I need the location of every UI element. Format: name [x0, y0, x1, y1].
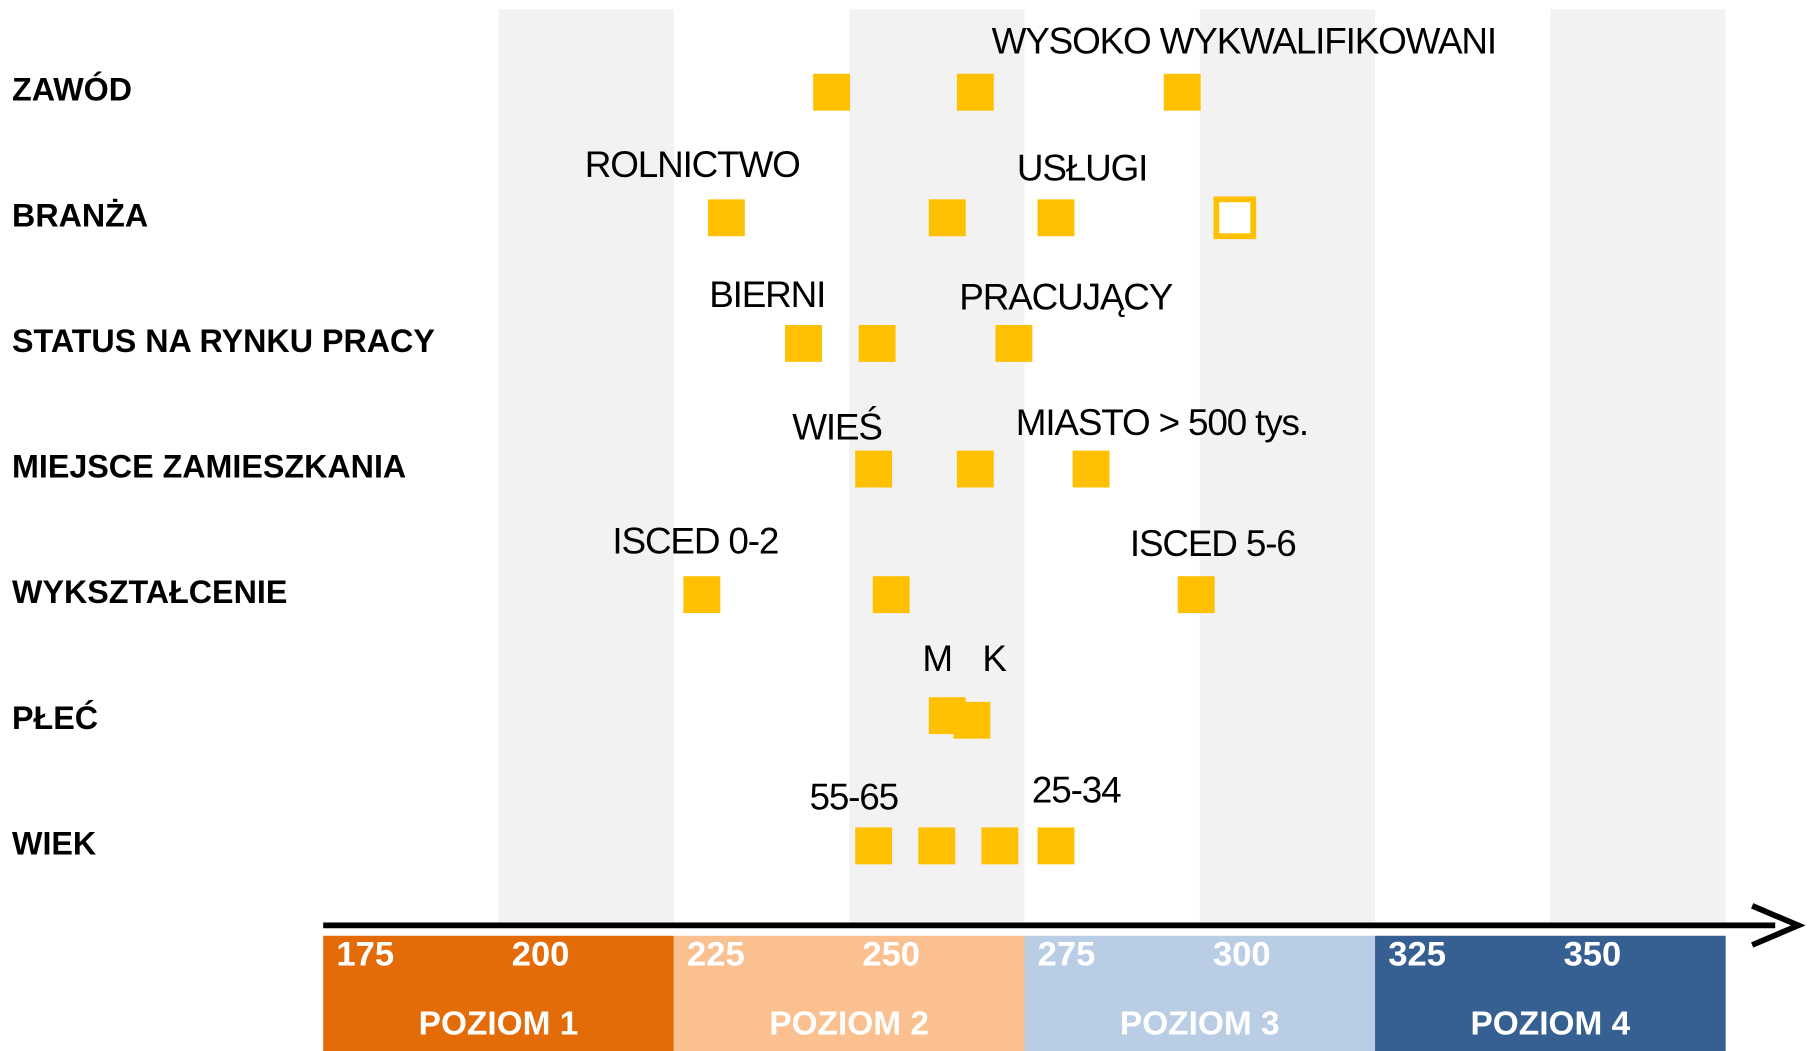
bands: [498, 9, 1726, 926]
annotation: USŁUGI: [1017, 147, 1147, 188]
band: [1550, 9, 1726, 926]
x-tick-label: 250: [862, 936, 920, 974]
x-tick-label: 300: [1213, 936, 1271, 974]
annotation: K: [982, 638, 1007, 679]
marker: [981, 827, 1019, 865]
band: [498, 9, 674, 926]
annotation: ISCED 0-2: [612, 521, 778, 562]
x-tick-label: 175: [336, 936, 394, 974]
row-label: WIEK: [12, 825, 96, 861]
level-bar: [1375, 935, 1726, 1051]
annotation: ROLNICTWO: [585, 144, 800, 185]
marker: [995, 324, 1033, 362]
x-tick-label: 275: [1038, 936, 1096, 974]
marks: [683, 73, 1257, 865]
row-label: BRANŻA: [12, 197, 148, 233]
level-bar: [1024, 935, 1376, 1051]
marker: [956, 73, 994, 111]
annotation: MIASTO > 500 tys.: [1016, 402, 1308, 443]
level-label: POZIOM 3: [1120, 1005, 1280, 1042]
annotation: WIEŚ: [792, 406, 882, 448]
x-tick-label: 350: [1564, 936, 1622, 974]
marker: [918, 827, 956, 865]
x-tick-label: 225: [687, 936, 745, 974]
marker: [785, 324, 822, 362]
marker: [813, 73, 851, 111]
annotation: BIERNI: [709, 274, 825, 315]
annotation: WYSOKO WYKWALIFIKOWANI: [992, 21, 1496, 62]
marker: [1163, 73, 1201, 111]
marker: [928, 199, 966, 237]
marker-open: [1213, 196, 1257, 240]
annotation: M: [922, 638, 952, 679]
marker: [953, 701, 991, 739]
row-label: ZAWÓD: [12, 72, 132, 108]
row-label: WYKSZTAŁCENIE: [12, 574, 287, 610]
marker: [1177, 576, 1215, 614]
level-label: POZIOM 2: [769, 1005, 929, 1042]
annotation: ISCED 5-6: [1130, 523, 1296, 564]
marker: [858, 324, 896, 362]
annotation: 55-65: [810, 777, 899, 818]
level-label: POZIOM 4: [1471, 1005, 1631, 1042]
marker: [683, 576, 721, 614]
level-bar: [673, 935, 1025, 1051]
band: [1199, 9, 1376, 926]
marker: [1037, 827, 1075, 865]
marker: [872, 576, 910, 614]
row-label: MIEJSCE ZAMIESZKANIA: [12, 449, 406, 485]
marker: [707, 199, 745, 237]
annotation: PRACUJĄCY: [959, 276, 1172, 317]
marker: [855, 450, 893, 488]
level-label: POZIOM 1: [419, 1005, 579, 1042]
level-bar: [323, 935, 674, 1051]
marker: [956, 450, 994, 488]
x-tick-label: 200: [512, 936, 570, 974]
marker: [1037, 199, 1075, 237]
axis-arrow: [1751, 903, 1806, 948]
marker: [1072, 450, 1110, 488]
marker: [855, 827, 893, 865]
annotation: 25-34: [1032, 770, 1121, 811]
x-tick-label: 325: [1388, 936, 1446, 974]
row-label: STATUS NA RYNKU PRACY: [12, 323, 435, 359]
row-label: PŁEĆ: [12, 700, 98, 736]
